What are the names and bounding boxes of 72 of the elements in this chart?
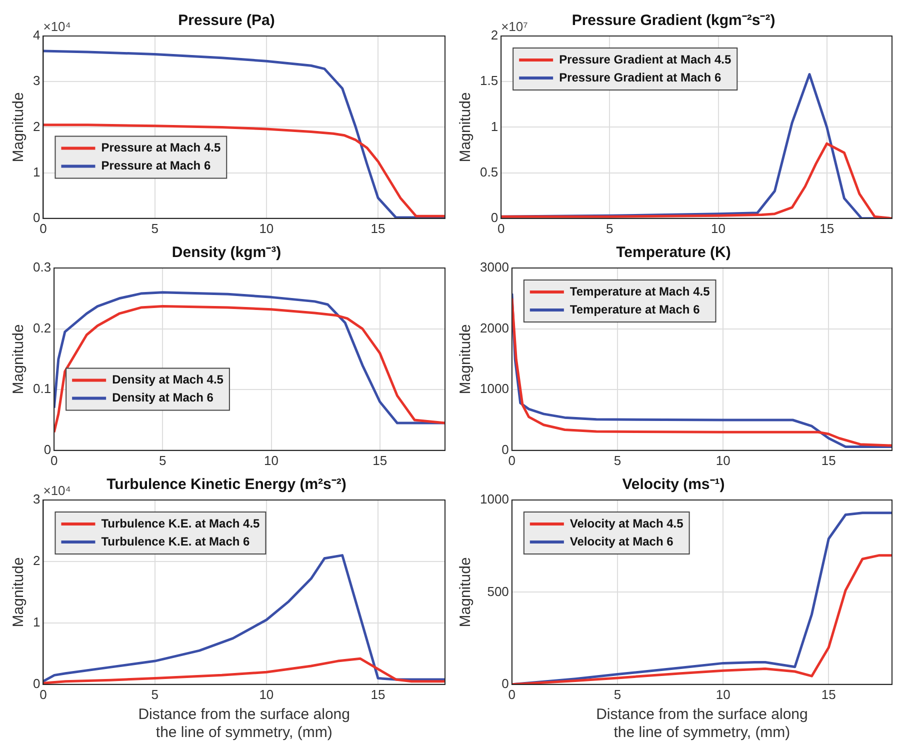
y-tick-label: 0.1 <box>32 381 52 396</box>
y-tick-label: 3000 <box>480 260 509 275</box>
y-tick-label: 2 <box>32 553 40 568</box>
text: ×10⁴ <box>43 483 71 498</box>
y-axis-title: Magnitude <box>457 92 474 162</box>
y-axis-title: Magnitude <box>457 324 474 394</box>
legend-label: Pressure Gradient at Mach 6 <box>559 70 722 84</box>
y-tick-label: 0 <box>32 676 40 691</box>
x-tick-label: 5 <box>151 220 158 236</box>
y-tick-label: 0 <box>32 210 40 225</box>
x-tick-label: 5 <box>151 686 158 702</box>
y-tick-label: 1000 <box>480 381 509 396</box>
y-tick-label: 2 <box>490 28 498 43</box>
x-tick-label: 10 <box>711 220 726 236</box>
y-axis-title: Magnitude <box>10 324 28 394</box>
chart-title: Pressure Gradient (kgm⁻²s⁻²) <box>572 12 776 30</box>
legend-label: Pressure at Mach 6 <box>101 158 211 173</box>
legend-label: Velocity at Mach 4.5 <box>570 516 684 530</box>
x-tick-label: 15 <box>821 686 836 702</box>
y-tick-label: 4 <box>32 28 40 43</box>
legend-label: Temperature at Mach 4.5 <box>570 284 710 298</box>
y-axis-title: Magnitude <box>457 557 474 628</box>
x-tick-label: 5 <box>614 452 622 468</box>
y-axis-title: Magnitude <box>10 557 28 628</box>
legend-label: Velocity at Mach 6 <box>570 534 674 548</box>
x-tick-label: 10 <box>264 452 278 468</box>
y-tick-label: 500 <box>487 584 509 599</box>
chart-title: Velocity (ms⁻¹) <box>622 476 725 494</box>
chart-title: Turbulence Kinetic Energy (m²s⁻²) <box>106 476 346 494</box>
chart-title: Density (kgm⁻³) <box>172 244 282 262</box>
legend-label: Pressure Gradient at Mach 4.5 <box>559 52 732 66</box>
y-tick-label: 0.5 <box>480 164 498 180</box>
legend-label: Pressure at Mach 4.5 <box>101 140 221 155</box>
y-tick-label: 0 <box>502 442 509 457</box>
y-tick-label: 1 <box>32 164 40 180</box>
chart-title: Temperature (K) <box>616 244 731 262</box>
x-tick-label: 10 <box>259 220 274 236</box>
x-tick-label: 10 <box>716 452 730 468</box>
y-tick-label: 0 <box>502 676 509 691</box>
text: ×10⁷ <box>501 19 528 34</box>
x-tick-label: 5 <box>159 452 166 468</box>
x-tick-label: 5 <box>606 220 614 236</box>
y-tick-label: 1 <box>490 118 498 134</box>
y-tick-label: 3 <box>32 73 40 88</box>
y-tick-label: 1 <box>32 614 40 630</box>
x-tick-label: 15 <box>370 686 386 702</box>
y-tick-label: 3 <box>32 492 40 507</box>
chart-title: Pressure (Pa) <box>178 12 275 30</box>
legend-label: Turbulence K.E. at Mach 4.5 <box>101 516 260 530</box>
x-tick-label: 15 <box>820 220 834 236</box>
x-tick-label: 10 <box>716 686 730 702</box>
legend-label: Density at Mach 4.5 <box>112 372 224 387</box>
y-tick-label: 0.3 <box>32 260 52 275</box>
text: ×10⁴ <box>43 19 71 34</box>
y-tick-label: 1000 <box>480 492 509 507</box>
legend-label: Density at Mach 6 <box>112 390 214 405</box>
y-tick-label: 0 <box>490 210 498 225</box>
y-tick-label: 0 <box>44 442 52 457</box>
y-tick-label: 2000 <box>480 320 509 336</box>
y-tick-label: 0.2 <box>32 320 52 336</box>
x-tick-label: 15 <box>370 220 386 236</box>
x-tick-label: 15 <box>821 452 836 468</box>
y-axis-title: Magnitude <box>10 92 28 162</box>
x-axis-title: Distance from the surface along the line of symmetry, (mm) <box>138 706 350 742</box>
x-tick-label: 15 <box>372 452 388 468</box>
legend-label: Turbulence K.E. at Mach 6 <box>101 534 250 548</box>
y-tick-label: 2 <box>32 118 40 134</box>
x-tick-label: 10 <box>259 686 274 702</box>
x-tick-label: 5 <box>614 686 622 702</box>
y-tick-label: 1.5 <box>480 73 498 88</box>
x-axis-title: Distance from the surface along the line of symmetry, (mm) <box>596 706 808 742</box>
legend-label: Temperature at Mach 6 <box>570 302 700 316</box>
